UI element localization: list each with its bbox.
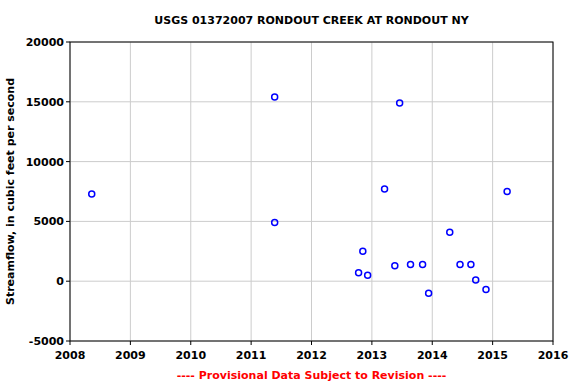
y-grid-line [70, 161, 553, 162]
y-tick [66, 341, 70, 342]
x-tick-label: 2009 [115, 349, 146, 362]
data-point [365, 272, 371, 278]
grid [70, 42, 553, 341]
y-tick-label: 10000 [26, 156, 65, 169]
x-grid-line [432, 42, 433, 341]
y-tick-label: 20000 [26, 36, 65, 49]
y-grid-line [70, 101, 553, 102]
data-point [360, 248, 366, 254]
x-grid-line [190, 42, 191, 341]
x-grid-line [130, 42, 131, 341]
x-tick-label: 2008 [55, 349, 86, 362]
x-grid-line [311, 42, 312, 341]
x-tick [553, 341, 554, 345]
data-point [483, 287, 489, 293]
x-tick [190, 341, 191, 345]
data-point [473, 277, 479, 283]
points [89, 94, 510, 296]
data-point [426, 290, 432, 296]
data-point [382, 186, 388, 192]
data-point [356, 270, 362, 276]
x-tick-label: 2010 [175, 349, 206, 362]
y-tick [66, 42, 70, 43]
data-point [392, 263, 398, 269]
y-tick [66, 221, 70, 222]
x-tick-label: 2012 [296, 349, 327, 362]
data-point [457, 261, 463, 267]
x-tick [251, 341, 252, 345]
data-point [504, 189, 510, 195]
x-tick-label: 2015 [477, 349, 508, 362]
x-tick [130, 341, 131, 345]
y-tick-label: 5000 [33, 215, 64, 228]
data-point [272, 94, 278, 100]
y-tick [66, 161, 70, 162]
annotation: ---- Provisional Data Subject to Revisio… [177, 369, 447, 382]
data-point [420, 261, 426, 267]
y-tick-label: 0 [56, 275, 64, 288]
x-tick-label: 2013 [357, 349, 388, 362]
x-grid-line [251, 42, 252, 341]
x-tick [311, 341, 312, 345]
y-tick [66, 281, 70, 282]
data-point [447, 229, 453, 235]
plot-frame [70, 42, 553, 341]
data-point [89, 191, 95, 197]
y-grid-line [70, 281, 553, 282]
title: USGS 01372007 RONDOUT CREEK AT RONDOUT N… [154, 14, 469, 27]
data-point [408, 261, 414, 267]
chart: 2008 2009 2010 2011 2012 2013 2014 2015 2016 -500… [0, 0, 576, 384]
y-axis-label: Streamflow, in cubic feet per second [4, 78, 17, 305]
plot-area [70, 42, 553, 341]
data-point [272, 220, 278, 226]
x-tick-label: 2016 [538, 349, 569, 362]
x-tick [492, 341, 493, 345]
data-point [397, 100, 403, 106]
y-tick [66, 101, 70, 102]
x-tick [70, 341, 71, 345]
x-grid-line [371, 42, 372, 341]
x-grid-line [492, 42, 493, 341]
x-tick [432, 341, 433, 345]
data-point [468, 261, 474, 267]
y-grid-line [70, 221, 553, 222]
x-tick-label: 2011 [236, 349, 267, 362]
x-tick [371, 341, 372, 345]
y-tick-label: -5000 [29, 335, 65, 348]
y-tick-label: 15000 [26, 96, 65, 109]
x-tick-label: 2014 [417, 349, 448, 362]
